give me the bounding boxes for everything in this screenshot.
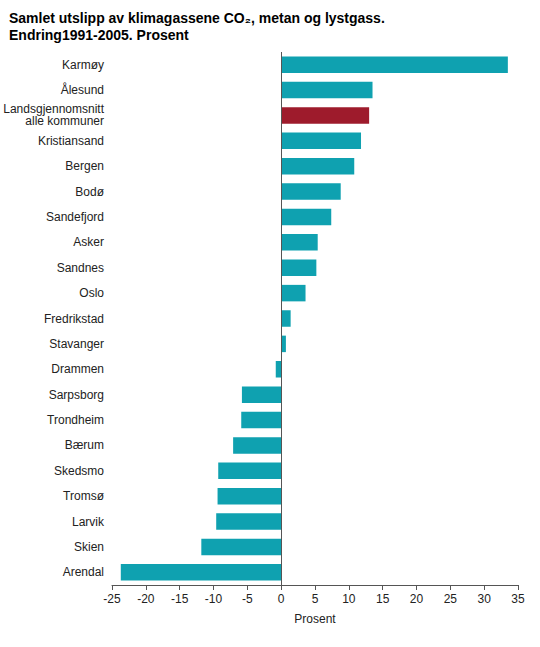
svg-text:0: 0: [278, 592, 285, 606]
svg-text:-15: -15: [171, 592, 189, 606]
svg-text:Tromsø: Tromsø: [63, 489, 105, 503]
svg-text:Oslo: Oslo: [79, 286, 104, 300]
svg-text:20: 20: [410, 592, 424, 606]
svg-text:Landsgjennomsnitt: Landsgjennomsnitt: [3, 102, 104, 117]
svg-text:alle kommuner: alle kommuner: [25, 114, 104, 128]
svg-text:Arendal: Arendal: [63, 565, 104, 579]
svg-text:Endring1991-2005. Prosent: Endring1991-2005. Prosent: [9, 27, 189, 43]
svg-text:Skedsmo: Skedsmo: [54, 464, 104, 478]
svg-text:Karmøy: Karmøy: [62, 58, 104, 72]
svg-text:-5: -5: [242, 592, 253, 606]
svg-text:Stavanger: Stavanger: [49, 337, 104, 351]
svg-text:-25: -25: [103, 592, 121, 606]
svg-text:Asker: Asker: [73, 235, 104, 249]
svg-text:35: 35: [511, 592, 525, 606]
svg-text:-10: -10: [205, 592, 223, 606]
svg-text:Drammen: Drammen: [51, 362, 104, 376]
svg-text:Kristiansand: Kristiansand: [38, 134, 104, 148]
svg-text:Sarpsborg: Sarpsborg: [49, 388, 104, 402]
svg-text:15: 15: [376, 592, 390, 606]
svg-text:Fredrikstad: Fredrikstad: [44, 312, 104, 326]
svg-text:Larvik: Larvik: [72, 515, 105, 529]
svg-text:Sandefjord: Sandefjord: [46, 210, 104, 224]
svg-text:Samlet utslipp av klimagassene: Samlet utslipp av klimagassene CO₂, meta…: [9, 10, 385, 26]
svg-text:-20: -20: [137, 592, 155, 606]
svg-text:Prosent: Prosent: [294, 612, 336, 626]
svg-text:Ålesund: Ålesund: [61, 82, 104, 97]
svg-text:Bærum: Bærum: [65, 438, 104, 452]
svg-text:25: 25: [444, 592, 458, 606]
svg-text:10: 10: [342, 592, 356, 606]
svg-text:Bergen: Bergen: [65, 159, 104, 173]
svg-text:Skien: Skien: [74, 540, 104, 554]
svg-text:Trondheim: Trondheim: [47, 413, 104, 427]
svg-text:Sandnes: Sandnes: [57, 261, 104, 275]
svg-text:30: 30: [477, 592, 491, 606]
svg-text:Bodø: Bodø: [75, 185, 104, 199]
svg-text:5: 5: [312, 592, 319, 606]
